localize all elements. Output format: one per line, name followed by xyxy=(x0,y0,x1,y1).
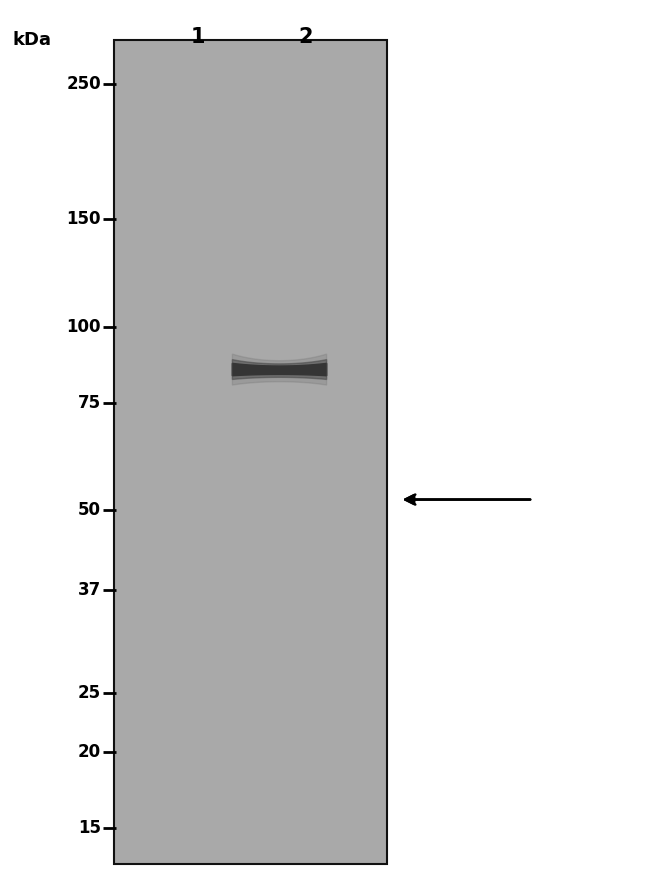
Polygon shape xyxy=(233,360,326,379)
Text: 50: 50 xyxy=(78,501,101,519)
Bar xyxy=(114,40,387,864)
Text: 100: 100 xyxy=(66,317,101,336)
Text: 75: 75 xyxy=(77,393,101,412)
Text: 15: 15 xyxy=(78,820,101,837)
Text: 25: 25 xyxy=(77,684,101,703)
Polygon shape xyxy=(233,354,326,385)
Text: 37: 37 xyxy=(77,580,101,599)
Text: 250: 250 xyxy=(66,75,101,93)
Polygon shape xyxy=(233,363,326,376)
Text: kDa: kDa xyxy=(13,31,52,49)
Text: 1: 1 xyxy=(191,27,205,47)
Text: 150: 150 xyxy=(66,210,101,229)
Text: 2: 2 xyxy=(298,27,313,47)
Text: 20: 20 xyxy=(77,743,101,761)
